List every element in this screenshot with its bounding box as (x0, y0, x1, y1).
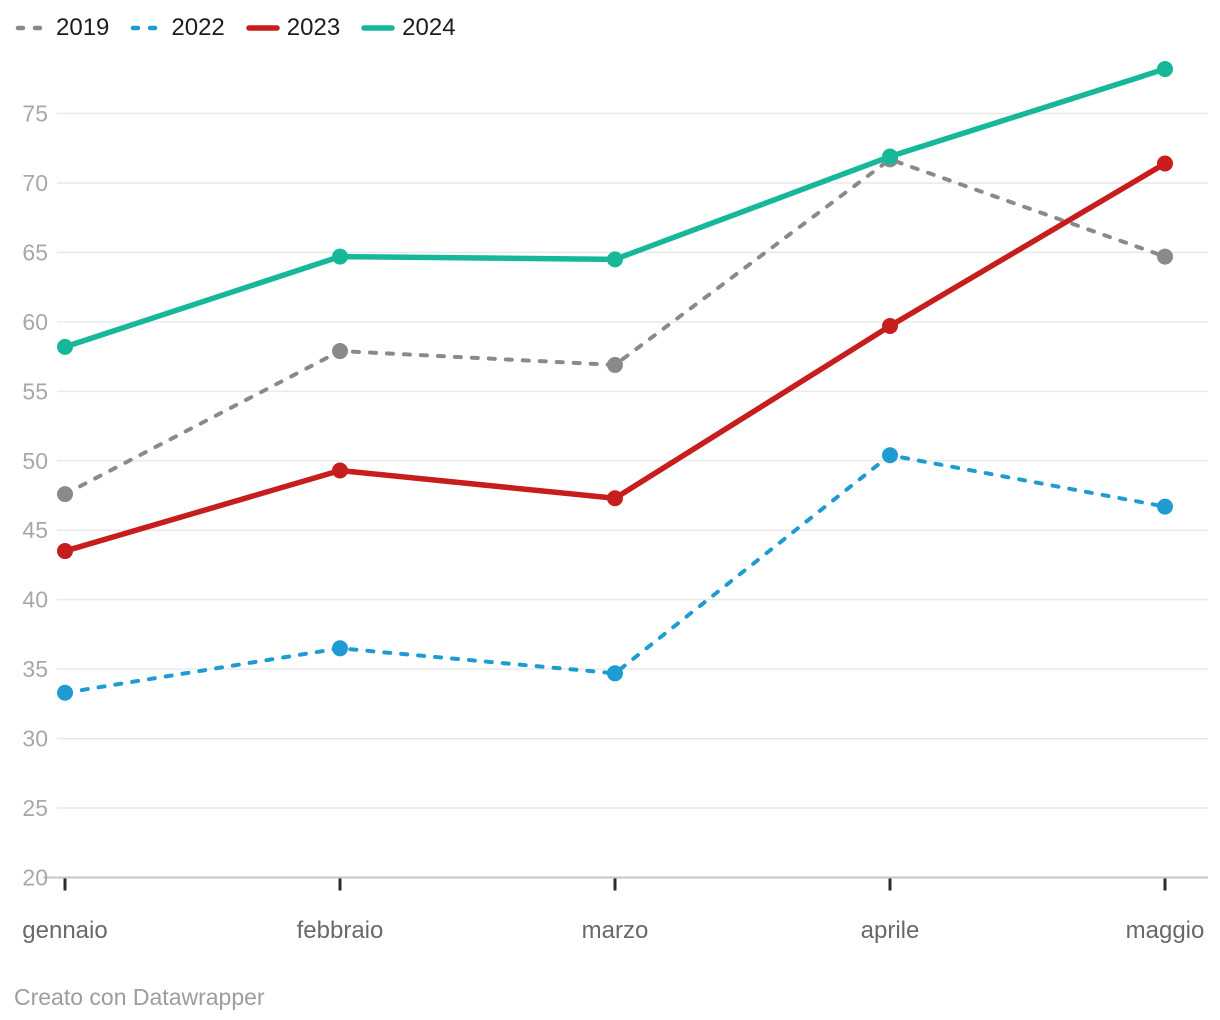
legend-label-2022: 2022 (171, 14, 225, 41)
data-point-2023-aprile (882, 318, 898, 335)
data-point-2024-aprile (882, 148, 898, 165)
data-point-2022-febbraio (332, 640, 348, 657)
series-line-2024 (62, 66, 1168, 350)
legend-item-2024: 2024 (361, 14, 456, 41)
x-tick-label: gennaio (22, 917, 107, 944)
data-point-2022-marzo (607, 665, 623, 682)
data-point-2023-maggio (1157, 155, 1173, 172)
plot-area: 20 25 30 35 40 45 50 55 60 65 70 75 gennaio febbraio m… (22, 61, 1208, 944)
x-tick-label: marzo (582, 917, 649, 944)
series-line-2022 (63, 453, 1167, 695)
y-tick-label: 30 (22, 726, 48, 752)
data-point-2024-marzo (607, 251, 623, 268)
y-tick-label: 75 (22, 100, 48, 126)
x-tick-label: maggio (1126, 917, 1205, 944)
data-point-2024-febbraio (332, 248, 348, 265)
chart-svg: 20 25 30 35 40 45 50 55 60 65 70 75 gennaio febbraio m… (22, 61, 1208, 944)
y-tick-label: 55 (22, 378, 48, 404)
data-point-2022-maggio (1157, 498, 1173, 515)
data-point-2024-gennaio (57, 338, 73, 355)
legend-label-2019: 2019 (56, 14, 110, 41)
data-point-2022-aprile (882, 447, 898, 464)
legend-swatch-dashed-icon (131, 25, 164, 31)
y-tick-label: 65 (22, 239, 48, 265)
x-tick-label: aprile (861, 917, 920, 944)
attribution-text: Creato con Datawrapper (14, 984, 265, 1010)
y-tick-label: 20 (22, 865, 48, 891)
data-point-2024-maggio (1157, 61, 1173, 78)
series-line-2019 (63, 157, 1167, 497)
data-point-2019-maggio (1157, 248, 1173, 265)
data-point-2019-febbraio (332, 343, 348, 360)
legend-item-2023: 2023 (246, 16, 340, 40)
y-tick-label: 70 (22, 170, 48, 196)
data-point-2019-marzo (607, 356, 623, 373)
data-point-2022-gennaio (57, 684, 73, 701)
data-point-2023-febbraio (332, 462, 348, 479)
data-point-2023-gennaio (57, 543, 73, 560)
legend-swatch-solid-icon (361, 25, 395, 31)
y-tick-label: 45 (22, 517, 48, 543)
legend-item-2019: 2019 (15, 16, 109, 40)
legend-label-2023: 2023 (286, 14, 341, 41)
legend-swatch-solid-icon (246, 25, 280, 31)
y-tick-label: 35 (22, 656, 48, 682)
x-tick-label: febbraio (297, 917, 384, 944)
data-point-2019-gennaio (57, 486, 73, 503)
chart-legend: 2019 2022 2023 2024 (15, 16, 456, 40)
legend-swatch-dashed-icon (15, 25, 49, 31)
y-tick-label: 60 (22, 309, 48, 335)
legend-label-2024: 2024 (402, 14, 456, 41)
legend-item-2022: 2022 (130, 14, 225, 41)
y-tick-label: 40 (22, 587, 48, 613)
y-tick-label: 25 (22, 795, 48, 821)
data-point-2023-marzo (607, 490, 623, 507)
y-tick-label: 50 (22, 448, 48, 474)
